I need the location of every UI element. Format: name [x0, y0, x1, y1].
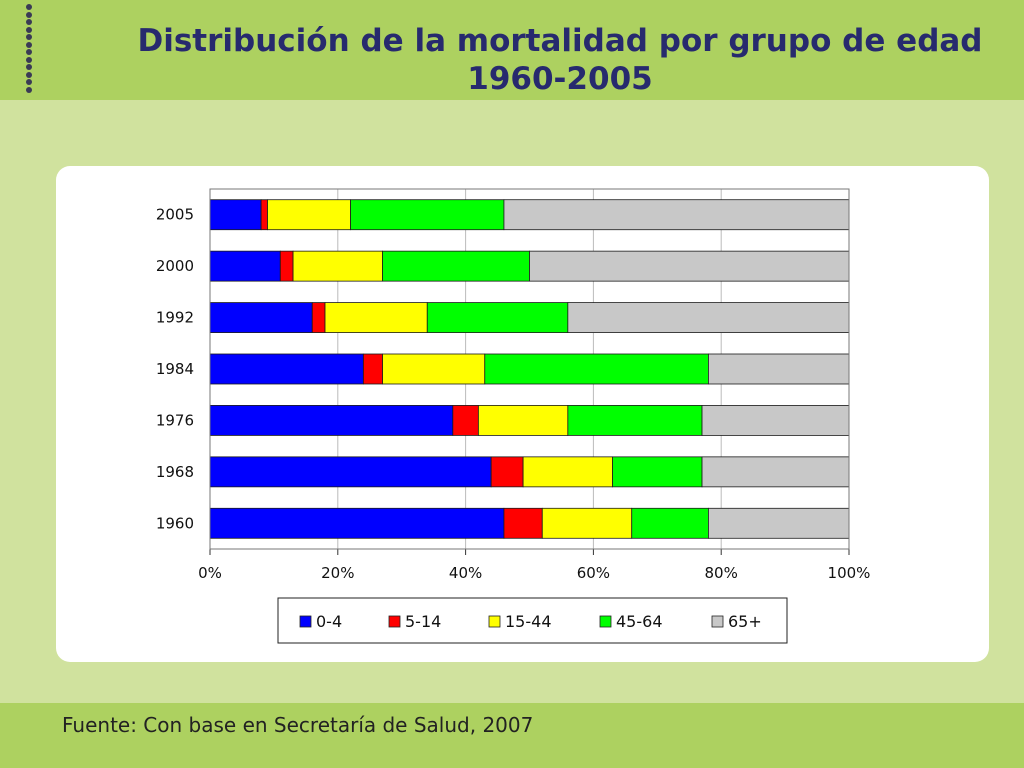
bar-segment [324, 302, 428, 333]
bar-segment [362, 353, 383, 385]
bar-segment [209, 456, 492, 488]
bar-segment [209, 302, 313, 333]
y-tick-label: 1968 [156, 463, 194, 481]
x-tick-label: 80% [705, 564, 738, 582]
bar-segment [426, 302, 569, 333]
bar-segment [522, 456, 613, 488]
legend-swatch [299, 615, 312, 628]
source-note: Fuente: Con base en Secretaría de Salud,… [62, 713, 534, 737]
x-tick-label: 20% [321, 564, 354, 582]
decoration-dot [26, 26, 32, 33]
bar-segment [350, 199, 505, 231]
bar-segment [529, 250, 850, 282]
legend-label: 0-4 [316, 612, 342, 631]
bar-segment [541, 507, 633, 539]
bar-segment [503, 507, 543, 539]
legend-swatch [711, 615, 724, 628]
bar-segment [267, 199, 351, 231]
y-tick-label: 1984 [156, 360, 194, 378]
decoration-dot [26, 49, 32, 55]
bar-segment [260, 199, 268, 231]
bar-segment [708, 353, 850, 385]
bar-segment [631, 507, 709, 539]
decoration-dot [26, 86, 32, 93]
y-tick-label: 2005 [156, 206, 194, 224]
bar-segment [209, 250, 281, 282]
x-tick-label: 40% [449, 564, 482, 582]
bar-segment [209, 199, 262, 231]
bar-segment [701, 405, 850, 436]
decoration-dot [26, 71, 32, 78]
legend-box [277, 597, 788, 644]
y-tick-label: 1976 [156, 411, 194, 429]
bar-segment [484, 353, 709, 385]
bar-segment [503, 199, 850, 231]
bar-segment [292, 250, 383, 282]
bar-segment [701, 456, 850, 488]
bar-segment [567, 405, 703, 436]
title-line-1: Distribución de la mortalidad por grupo … [137, 23, 983, 59]
y-tick-label: 1992 [156, 309, 194, 327]
title-line-2: 1960-2005 [467, 61, 653, 97]
decoration-dot [26, 64, 32, 70]
decoration-dot [26, 56, 32, 63]
bar-segment [311, 302, 326, 333]
legend-label: 15-44 [505, 612, 552, 631]
bar-segment [452, 405, 479, 436]
decoration-dot [26, 11, 32, 18]
bar-segment [567, 302, 850, 333]
legend-swatch [488, 615, 501, 628]
dotted-decoration [26, 0, 34, 96]
footer-band [0, 703, 1024, 768]
y-tick-label: 1960 [156, 514, 194, 532]
bar-segment [382, 353, 486, 385]
bar-segment [382, 250, 530, 282]
plot-frame [209, 188, 850, 550]
decoration-dot [26, 4, 32, 10]
bar-segment [209, 405, 454, 436]
legend-swatch [388, 615, 401, 628]
legend-swatch [599, 615, 612, 628]
x-tick-label: 0% [198, 564, 222, 582]
x-tick-label: 100% [828, 564, 871, 582]
legend-label: 5-14 [405, 612, 441, 631]
legend-label: 45-64 [616, 612, 663, 631]
bar-segment [279, 250, 294, 282]
legend-label: 65+ [728, 612, 762, 631]
y-tick-label: 2000 [156, 257, 194, 275]
bar-segment [209, 353, 364, 385]
decoration-dot [26, 34, 32, 40]
header-band [0, 0, 1024, 100]
decoration-dot [26, 41, 32, 48]
bar-segment [612, 456, 703, 488]
bar-segment [490, 456, 524, 488]
bar-segment [209, 507, 505, 539]
x-tick-label: 60% [577, 564, 610, 582]
decoration-dot [26, 79, 32, 85]
decoration-dot [26, 19, 32, 25]
slide-title: Distribución de la mortalidad por grupo … [120, 22, 1000, 98]
bar-segment [477, 405, 569, 436]
bar-segment [708, 507, 850, 539]
